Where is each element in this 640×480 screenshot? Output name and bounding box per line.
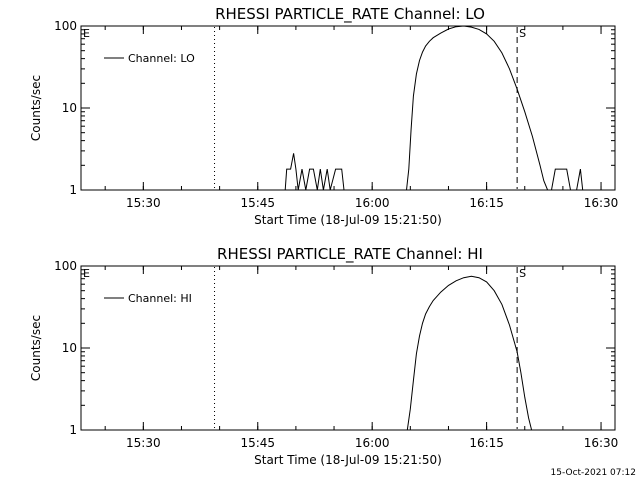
x-tick-label-hi: 16:15 bbox=[469, 436, 504, 450]
chart-title-hi: RHESSI PARTICLE_RATE Channel: HI bbox=[217, 245, 483, 264]
x-tick-label-lo: 16:15 bbox=[469, 196, 504, 210]
y-axis-label-hi: Counts/sec bbox=[29, 315, 43, 381]
marker-label-E-hi: E bbox=[83, 267, 90, 280]
y-tick-label-lo: 10 bbox=[62, 101, 77, 115]
x-tick-label-hi: 16:30 bbox=[584, 436, 619, 450]
marker-label-S-lo: S bbox=[519, 27, 526, 40]
marker-label-E-lo: E bbox=[83, 27, 90, 40]
footer-timestamp: 15-Oct-2021 07:12 bbox=[551, 468, 636, 478]
x-tick-label-hi: 15:30 bbox=[126, 436, 161, 450]
y-tick-label-hi: 100 bbox=[54, 259, 77, 273]
y-axis-label-lo: Counts/sec bbox=[29, 75, 43, 141]
series-line-lo bbox=[284, 25, 586, 191]
y-tick-label-hi: 1 bbox=[69, 423, 77, 437]
y-tick-label-lo: 1 bbox=[69, 183, 77, 197]
legend-label-lo: Channel: LO bbox=[128, 52, 195, 65]
legend-label-hi: Channel: HI bbox=[128, 292, 192, 305]
x-tick-label-hi: 16:00 bbox=[355, 436, 390, 450]
marker-label-S-hi: S bbox=[519, 267, 526, 280]
x-axis-label-hi: Start Time (18-Jul-09 15:21:50) bbox=[254, 453, 442, 467]
x-tick-label-lo: 15:45 bbox=[240, 196, 275, 210]
series-line-hi bbox=[406, 275, 533, 431]
y-tick-label-lo: 100 bbox=[54, 19, 77, 33]
x-tick-label-lo: 16:00 bbox=[355, 196, 390, 210]
x-tick-label-hi: 15:45 bbox=[240, 436, 275, 450]
x-axis-label-lo: Start Time (18-Jul-09 15:21:50) bbox=[254, 213, 442, 227]
chart-title-lo: RHESSI PARTICLE_RATE Channel: LO bbox=[215, 5, 485, 24]
x-tick-label-lo: 16:30 bbox=[584, 196, 619, 210]
x-tick-label-lo: 15:30 bbox=[126, 196, 161, 210]
y-tick-label-hi: 10 bbox=[62, 341, 77, 355]
